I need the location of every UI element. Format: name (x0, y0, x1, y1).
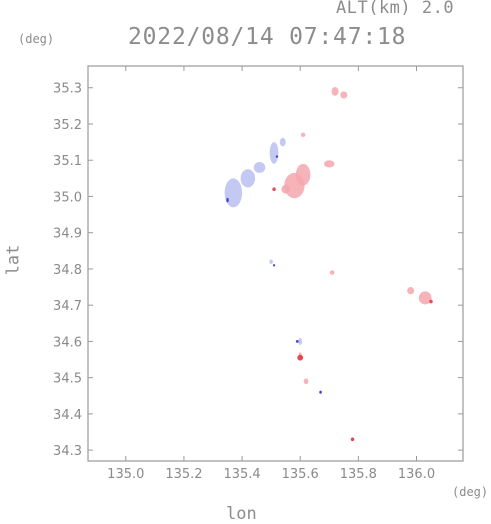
x-tick-label: 135.8 (340, 467, 377, 482)
y-tick-label: 34.4 (53, 408, 82, 423)
echo-point (350, 437, 355, 442)
echo-point (295, 163, 311, 186)
x-tick-label: 135.6 (282, 467, 319, 482)
x-unit-label: (deg) (452, 485, 489, 499)
y-tick-label: 35.0 (53, 190, 82, 205)
y-tick-label: 34.8 (53, 263, 82, 278)
echo-point (298, 337, 302, 346)
echo-point (331, 87, 339, 96)
x-ticks: 135.0 135.2 135.4 135.6 135.8 136.0 (107, 66, 435, 482)
echo-point (418, 291, 432, 305)
altitude-label: ALT(km) 2.0 (336, 0, 455, 18)
echo-point (226, 197, 229, 203)
x-tick-label: 135.0 (107, 467, 144, 482)
y-ticks: 34.3 34.4 34.5 34.6 34.7 34.8 34.9 35.0 35.1 35.2… (53, 82, 463, 459)
echo-point (275, 155, 279, 158)
echo-point (407, 287, 415, 295)
echo-point (253, 162, 266, 173)
y-tick-label: 35.1 (53, 154, 82, 169)
echo-point (281, 184, 291, 194)
y-tick-label: 35.3 (53, 82, 82, 97)
echo-point (269, 142, 279, 164)
echo-point (340, 91, 348, 99)
echo-point (272, 264, 276, 267)
echo-point (324, 160, 335, 168)
y-unit-label: (deg) (18, 32, 55, 46)
echo-marks (224, 87, 433, 442)
echo-point (300, 132, 306, 138)
echo-point (429, 299, 433, 304)
echo-point (279, 137, 286, 147)
y-tick-label: 34.7 (53, 299, 82, 314)
x-tick-label: 135.2 (165, 467, 202, 482)
echo-point (297, 354, 304, 361)
echo-point (303, 378, 309, 385)
datetime-title: 2022/08/14 07:47:18 (128, 24, 407, 50)
echo-point (224, 178, 243, 208)
echo-point (329, 270, 335, 275)
x-tick-label: 136.0 (398, 467, 435, 482)
x-axis-label: lon (226, 504, 257, 524)
y-tick-label: 34.6 (53, 335, 82, 350)
echo-point (295, 339, 299, 343)
x-tick-label: 135.4 (223, 467, 260, 482)
y-tick-label: 34.3 (53, 444, 82, 459)
y-tick-label: 34.9 (53, 227, 82, 242)
echo-point (272, 187, 276, 192)
y-tick-label: 34.5 (53, 372, 82, 387)
y-tick-label: 35.2 (53, 118, 82, 133)
echo-point (240, 169, 256, 188)
plot-frame (87, 65, 464, 462)
echo-point (319, 390, 322, 394)
echo-point (269, 259, 273, 264)
